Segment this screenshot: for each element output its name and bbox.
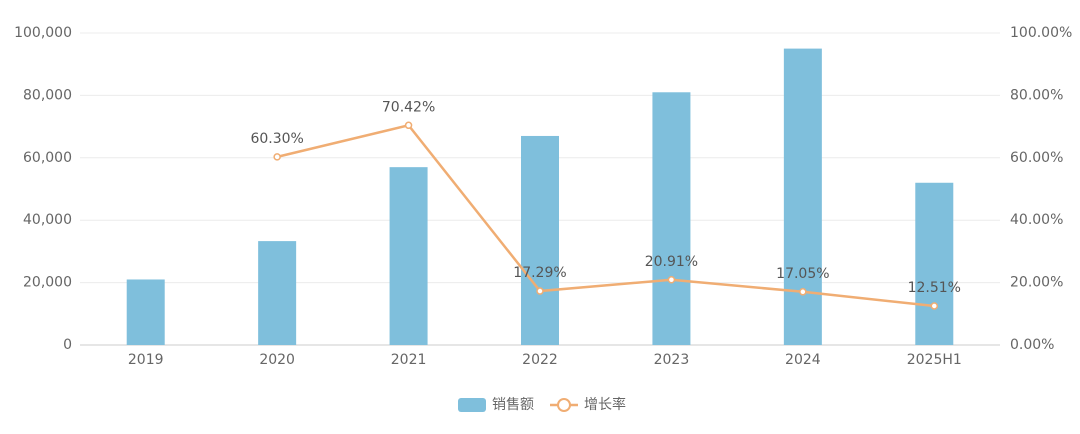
value-label: 12.51%: [908, 280, 961, 296]
y2ticks-label: 20.00%: [1010, 275, 1063, 291]
x-tick-label: 2021: [391, 352, 427, 368]
x-tick-label: 2025H1: [907, 352, 962, 368]
x-tick-label: 2024: [785, 352, 821, 368]
yticks-label: 40,000: [23, 212, 72, 228]
line-point: [273, 153, 281, 161]
value-label: 17.05%: [776, 266, 829, 282]
x-tick-label: 2022: [522, 352, 558, 368]
value-label: 17.29%: [513, 265, 566, 281]
y2ticks-label: 80.00%: [1010, 87, 1063, 103]
bar: [126, 279, 165, 345]
yticks-label: 60,000: [23, 150, 72, 166]
yticks-label: 100,000: [14, 25, 72, 41]
bar: [389, 167, 428, 345]
legend-swatch: [458, 398, 486, 412]
bar: [258, 241, 297, 345]
yticks-label: 20,000: [23, 275, 72, 291]
line-point: [536, 287, 544, 295]
x-tick-label: 2020: [259, 352, 295, 368]
yticks-label: 80,000: [23, 87, 72, 103]
line-point: [404, 121, 413, 130]
value-label: 20.91%: [645, 254, 698, 270]
value-label: 60.30%: [250, 131, 303, 147]
x-tick-label: 2019: [128, 352, 164, 368]
y2ticks-label: 100.00%: [1010, 25, 1072, 41]
line-point: [799, 288, 807, 296]
bar: [783, 48, 822, 345]
bar: [521, 135, 559, 345]
legend-label: 增长率: [584, 396, 626, 413]
yticks-label: 0: [63, 337, 72, 353]
line-point: [930, 302, 939, 310]
legend-swatch: [557, 398, 571, 412]
bar: [652, 92, 691, 345]
y2ticks-label: 60.00%: [1010, 150, 1063, 166]
x-tick-label: 2023: [654, 352, 690, 368]
value-label: 70.42%: [382, 99, 435, 115]
bar: [915, 182, 954, 345]
y2ticks-label: 40.00%: [1010, 212, 1063, 228]
y2ticks-label: 0.00%: [1010, 337, 1054, 353]
legend-label: 销售额: [492, 397, 534, 413]
line: [276, 123, 935, 308]
line-point: [667, 276, 676, 284]
